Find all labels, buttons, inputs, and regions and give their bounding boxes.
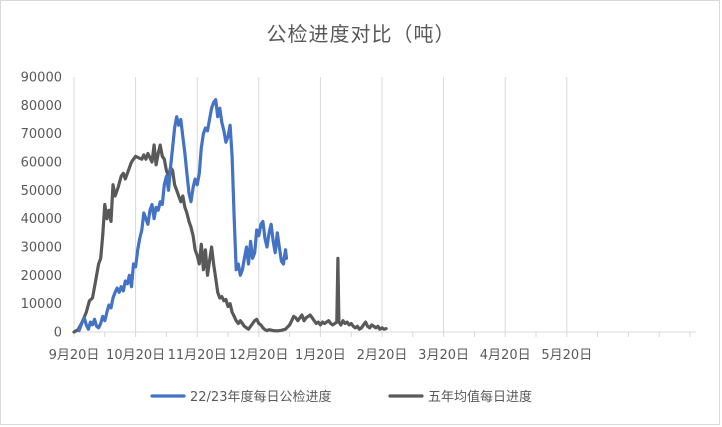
- x-tick-label: 3月20日: [418, 348, 469, 363]
- chart-title: 公检进度对比（吨）: [266, 22, 456, 46]
- chart-grid: [73, 77, 696, 337]
- chart-series: [72, 98, 388, 334]
- y-tick-label: 0: [54, 326, 62, 341]
- x-tick-label: 10月20日: [106, 348, 165, 363]
- y-tick-label: 20000: [21, 269, 62, 284]
- y-tick-label: 80000: [21, 99, 62, 114]
- x-tick-label: 2月20日: [357, 348, 408, 363]
- y-tick-label: 40000: [21, 212, 62, 227]
- x-axis-ticks: 9月20日 10月20日 11月20日 12月20日 1月20日 2月20日 3月20日 4月…: [49, 348, 593, 363]
- y-axis-ticks: 0 10000 20000 30000 40000 50000 60000 70000 8000…: [21, 71, 62, 341]
- series-line: [77, 98, 289, 333]
- x-tick-label: 11月20日: [168, 348, 227, 363]
- y-tick-label: 50000: [21, 184, 62, 199]
- x-tick-label: 4月20日: [480, 348, 531, 363]
- x-tick-label: 1月20日: [295, 348, 346, 363]
- legend-label: 22/23年度每日公检进度: [190, 389, 331, 405]
- legend-label: 五年均值每日进度: [428, 389, 532, 405]
- y-tick-label: 30000: [21, 241, 62, 256]
- series-line: [72, 143, 388, 334]
- x-tick-label: 5月20日: [541, 348, 592, 363]
- y-tick-label: 90000: [21, 71, 62, 86]
- y-tick-label: 60000: [21, 156, 62, 171]
- y-tick-label: 10000: [21, 297, 62, 312]
- chart-legend: 22/23年度每日公检进度 五年均值每日进度: [150, 389, 532, 405]
- y-tick-label: 70000: [21, 127, 62, 142]
- x-tick-label: 12月20日: [229, 348, 288, 363]
- x-tick-label: 9月20日: [49, 348, 100, 363]
